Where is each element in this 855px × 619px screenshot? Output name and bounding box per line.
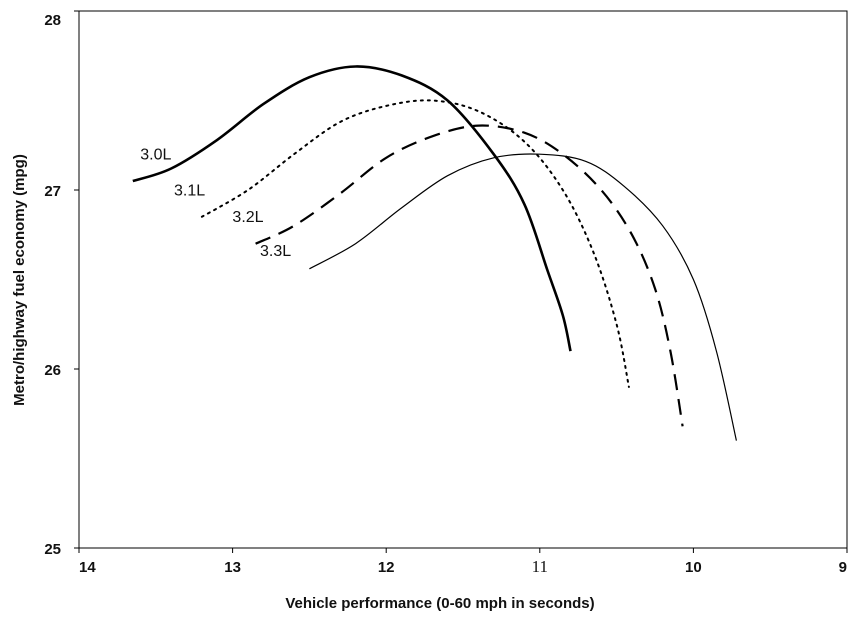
series-line-3-2l (255, 124, 684, 427)
series-label-3-0l: 3.0L (140, 147, 171, 164)
y-tick-label: 27 (44, 183, 61, 200)
x-tick-label: 13 (224, 559, 241, 576)
series-label-layer: 3.0L 3.1L 3.2L 3.3L (140, 147, 291, 261)
y-tick-label: 28 (44, 12, 61, 29)
series-label-3-2l: 3.2L (232, 209, 263, 226)
series-line-3-0l (132, 65, 572, 352)
x-tick-label: 9 (839, 559, 847, 576)
y-axis-title: Metro/highway fuel economy (mpg) (11, 154, 28, 406)
plot-frame (78, 10, 848, 549)
x-tick-label: 10 (685, 559, 702, 576)
series-label-3-3l: 3.3L (260, 243, 291, 260)
x-tick-layer: 14 13 12 11 10 9 (78, 548, 848, 576)
x-tick-label: 12 (378, 559, 395, 576)
series-label-3-1l: 3.1L (174, 182, 205, 199)
x-axis-title: Vehicle performance (0-60 mph in seconds… (285, 595, 594, 612)
y-tick-label: 26 (44, 362, 61, 379)
series-layer (132, 65, 737, 441)
y-tick-layer: 25 26 27 28 (44, 10, 79, 558)
y-tick-label: 25 (44, 541, 61, 558)
series-line-3-3l (309, 153, 737, 441)
x-tick-label: 14 (79, 559, 96, 576)
x-tick-label: 11 (532, 557, 548, 576)
